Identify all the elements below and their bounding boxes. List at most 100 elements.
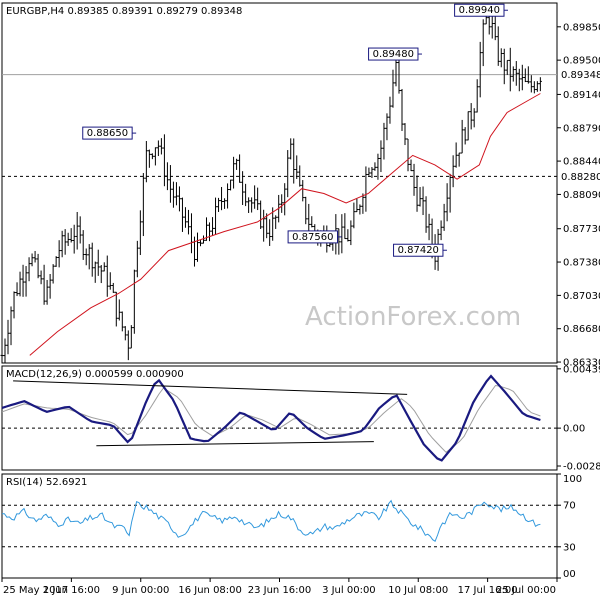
ohlc-bar	[439, 220, 443, 241]
ohlc-bar	[81, 230, 85, 260]
ohlc-bar	[174, 182, 178, 206]
ohlc-bar	[253, 185, 257, 209]
ohlc-bar	[72, 224, 76, 254]
ohlc-bar	[475, 79, 479, 113]
macd-line	[1, 374, 541, 462]
current-price-tag-bg	[558, 68, 600, 81]
ohlc-bar	[75, 211, 79, 250]
ohlc-bar	[358, 204, 362, 215]
macd-tick-label: -0.002805	[563, 462, 600, 473]
ohlc-bar	[223, 198, 227, 209]
ohlc-bar	[183, 207, 187, 228]
ohlc-bar	[138, 210, 142, 256]
ohlc-bar	[87, 244, 91, 270]
annotation-box	[393, 243, 444, 257]
ohlc-bar	[448, 173, 452, 213]
ohlc-bar	[304, 196, 308, 225]
ohlc-bar	[265, 213, 269, 239]
ohlc-bar	[523, 68, 527, 83]
ohlc-bar	[150, 153, 154, 160]
macd-tick-label: 0.00439	[563, 364, 600, 375]
ohlc-bar	[144, 141, 148, 183]
macd-trendline	[13, 380, 408, 395]
ohlc-bar	[301, 180, 305, 202]
ohlc-bar	[102, 262, 106, 272]
ohlc-bar	[367, 167, 371, 176]
ohlc-bar	[349, 220, 353, 246]
price-annotation: 0.87560	[287, 230, 342, 244]
ohlc-bar	[198, 240, 202, 247]
ohlc-bar	[6, 319, 10, 355]
ohlc-bar	[51, 264, 55, 284]
price-panel-frame	[1, 2, 558, 364]
ohlc-bar	[226, 183, 230, 209]
price-annotation: 0.88650	[82, 126, 137, 140]
ohlc-bar	[220, 186, 224, 211]
ohlc-bar	[60, 230, 64, 258]
ohlc-bar	[340, 214, 344, 254]
rsi-tick-label: 100	[563, 474, 582, 485]
support-tag: 0.88280	[558, 170, 600, 183]
ohlc-bar	[418, 186, 422, 207]
ohlc-bar	[165, 162, 169, 191]
ohlc-bar	[481, 19, 485, 67]
ohlc-bar	[412, 163, 416, 196]
ohlc-bar	[310, 216, 314, 228]
support-tag-text: 0.88280	[561, 172, 600, 183]
watermark: ActionForex.com	[305, 302, 521, 332]
ohlc-bar	[141, 173, 145, 237]
ohlc-bar	[27, 257, 31, 282]
ohlc-bar	[3, 338, 7, 364]
ohlc-bar	[244, 183, 248, 207]
ohlc-bar	[442, 203, 446, 231]
ohlc-bar	[45, 279, 49, 305]
ohlc-bar	[490, 14, 494, 39]
ohlc-bar	[147, 149, 151, 168]
ohlc-bar	[529, 75, 533, 93]
ohlc-bar	[126, 330, 130, 361]
ohlc-bar	[135, 240, 139, 278]
ohlc-bar	[364, 166, 368, 212]
time-tick-label: 1 Jun 16:00	[43, 585, 100, 596]
ohlc-bar	[78, 216, 82, 244]
ohlc-bar	[508, 47, 512, 92]
macd-series	[1, 374, 557, 462]
ohlc-bar	[208, 222, 212, 242]
annotation-label: 0.87420	[398, 245, 439, 256]
ohlc-bar	[385, 113, 389, 141]
ohlc-bar	[268, 219, 272, 246]
ohlc-bar	[168, 165, 172, 203]
ohlc-bar	[66, 232, 70, 246]
ohlc-bar	[105, 255, 109, 297]
ohlc-bar	[42, 264, 46, 305]
ohlc-bar	[274, 215, 278, 229]
ohlc-bar	[388, 96, 392, 124]
ohlc-bar	[177, 186, 181, 212]
ohlc-bar	[15, 282, 19, 297]
ohlc-bar	[117, 299, 121, 321]
ohlc-bar	[370, 167, 374, 178]
price-annotation: 0.89480	[368, 47, 422, 61]
price-annotation: 0.87420	[393, 243, 447, 257]
ohlc-bar	[514, 61, 518, 86]
ohlc-bar	[250, 197, 254, 213]
rsi-line	[1, 499, 541, 542]
ohlc-bar	[90, 242, 94, 277]
ohlc-bar	[409, 159, 413, 172]
ohlc-bar	[186, 209, 190, 235]
ohlc-bar	[247, 197, 251, 213]
ohlc-bar	[526, 66, 530, 84]
ohlc-bar	[69, 228, 73, 243]
ohlc-bar	[421, 186, 425, 216]
ohlc-bar	[159, 138, 163, 155]
ohlc-bar	[108, 272, 112, 290]
ohlc-bar	[156, 140, 160, 157]
time-tick-label: 3 Jul 00:00	[322, 585, 376, 596]
ohlc-bar	[235, 158, 239, 170]
